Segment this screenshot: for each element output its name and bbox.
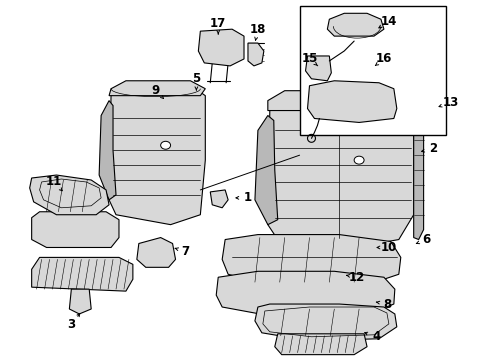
Text: 14: 14 [381, 15, 397, 28]
Text: 4: 4 [373, 330, 381, 343]
Text: 15: 15 [301, 53, 318, 66]
Polygon shape [248, 43, 264, 66]
Polygon shape [255, 116, 278, 225]
Text: 6: 6 [422, 233, 431, 246]
Polygon shape [198, 29, 244, 66]
Polygon shape [137, 238, 175, 267]
Polygon shape [268, 91, 414, 111]
Polygon shape [306, 56, 331, 81]
Polygon shape [308, 81, 397, 122]
Polygon shape [222, 235, 401, 284]
Text: 5: 5 [192, 72, 200, 85]
Ellipse shape [354, 156, 364, 164]
Text: 13: 13 [442, 96, 459, 109]
Polygon shape [109, 89, 205, 225]
Polygon shape [275, 334, 367, 355]
Text: 12: 12 [349, 271, 365, 284]
Polygon shape [327, 13, 384, 36]
Polygon shape [414, 109, 424, 239]
Ellipse shape [161, 141, 171, 149]
Text: 3: 3 [67, 318, 75, 331]
Polygon shape [32, 212, 119, 247]
Text: 10: 10 [381, 241, 397, 254]
Polygon shape [210, 190, 228, 208]
Polygon shape [268, 100, 414, 247]
Polygon shape [30, 175, 109, 215]
Polygon shape [70, 289, 91, 314]
Text: 9: 9 [151, 84, 160, 97]
Polygon shape [32, 257, 133, 291]
Polygon shape [216, 271, 395, 314]
Text: 17: 17 [210, 17, 226, 30]
Text: 16: 16 [376, 53, 392, 66]
Polygon shape [99, 100, 116, 200]
Text: 7: 7 [181, 245, 190, 258]
Polygon shape [255, 304, 397, 341]
Text: 2: 2 [429, 142, 438, 155]
Text: 1: 1 [244, 192, 252, 204]
Polygon shape [109, 81, 205, 96]
Bar [299, 6, 446, 135]
Text: 18: 18 [250, 23, 266, 36]
Text: 11: 11 [46, 175, 62, 189]
Text: 8: 8 [383, 297, 391, 311]
